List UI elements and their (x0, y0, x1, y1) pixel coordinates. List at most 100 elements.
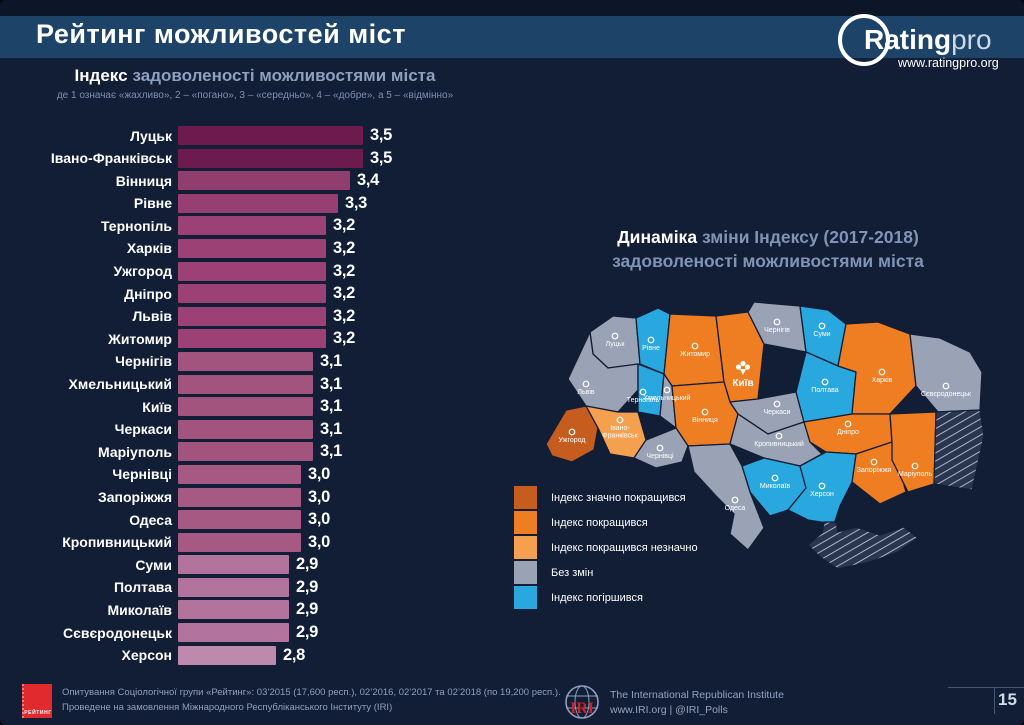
map-city-label: Чернігів (764, 326, 790, 334)
bar-value: 3,3 (345, 193, 368, 212)
kyiv-emblem-icon (735, 360, 751, 375)
bar-label: Херсон (121, 647, 172, 664)
bar (178, 261, 326, 281)
bar (178, 148, 363, 168)
bar-label: Запоріжжя (97, 489, 172, 505)
map-city-label: Полтава (811, 387, 839, 394)
map-city-label: Київ (732, 378, 753, 389)
bar-value: 3,1 (320, 397, 343, 416)
bar (178, 397, 313, 417)
bar-row: Дніпро 3,2 (16, 284, 506, 304)
city-marker-icon (870, 458, 878, 466)
bar-value: 3,2 (333, 306, 356, 325)
bar (178, 442, 313, 462)
map-region (545, 405, 599, 463)
bar-label: Хмельницький (68, 376, 172, 393)
bar (178, 351, 313, 371)
page-number: 15 (998, 690, 1017, 709)
bar-label: Рівне (133, 195, 172, 212)
legend-item: Без змін (514, 561, 698, 584)
city-marker-icon (582, 380, 590, 388)
legend-label: Індекс значно покращився (551, 491, 686, 504)
bar (178, 238, 326, 258)
city-marker-icon (771, 474, 779, 482)
iri-links: www.IRI.org | @IRI_Polls (610, 704, 728, 717)
bar-label: Івано-Франківськ (50, 150, 172, 167)
occupied-territory-hatch (933, 409, 985, 491)
bar-label: Тернопіль (100, 217, 172, 234)
bar-label: Ужгород (113, 263, 172, 280)
map-legend: Індекс значно покращився Індекс покращивс… (514, 486, 698, 611)
bar-value: 3,2 (333, 329, 356, 348)
bar-label: Полтава (113, 579, 172, 596)
legend-swatch (514, 536, 537, 559)
chart-title-rest: задоволеності можливостями міста (132, 66, 436, 85)
chart-title-strong: Індекс (74, 66, 128, 85)
map-city-label: Сєвєродонецьк (921, 391, 972, 398)
bar (178, 464, 301, 484)
bar-label: Харків (126, 240, 172, 257)
bar-value: 3,0 (308, 510, 331, 529)
survey-credits: Опитування Соціологічної групи «Рейтинг»… (62, 686, 561, 715)
bar-row: Миколаїв 2,9 (16, 600, 506, 620)
map-city-label: Харків (872, 376, 893, 384)
bar (178, 577, 289, 597)
bar (178, 374, 313, 394)
bar (178, 419, 313, 439)
ratingpro-wordmark: Ratingpro (864, 24, 992, 56)
bar-row: Черкаси 3,1 (16, 419, 506, 439)
bar-label: Дніпро (124, 285, 172, 302)
bar (178, 510, 301, 530)
legend-swatch (514, 561, 537, 584)
map-city-label: Чернівці (646, 452, 674, 460)
map-city-label: Хмельницький (643, 394, 690, 402)
bar-label: Київ (142, 398, 172, 415)
city-marker-icon (616, 416, 624, 424)
legend-item: Індекс значно покращився (514, 486, 698, 509)
city-marker-icon (821, 378, 829, 386)
city-marker-icon (568, 428, 576, 436)
map-title-line1: Динаміка зміни Індексу (2017-2018) (512, 226, 1024, 250)
bar-value: 3,2 (333, 216, 356, 235)
city-marker-icon (656, 444, 664, 452)
chart-header: Індекс задоволеності можливостями міста д… (10, 66, 500, 101)
city-marker-icon (691, 342, 699, 350)
bar (178, 487, 301, 507)
bar-label: Житомир (108, 330, 172, 347)
bar-row: Кропивницький 3,0 (16, 532, 506, 552)
footer-corner-vline (994, 687, 995, 714)
map-region (687, 443, 765, 551)
ratingpro-ring-icon (838, 14, 890, 66)
bar-value: 3,5 (370, 126, 393, 144)
chart-scale-note: де 1 означає «жахливо», 2 – «погано», 3 … (56, 90, 454, 101)
bar (178, 555, 289, 575)
top-strip (0, 0, 1024, 16)
page-title: Рейтинг можливостей міст (36, 19, 406, 49)
bar-row: Вінниця 3,4 (16, 171, 506, 191)
brand-name-bold: Rating (864, 24, 952, 55)
bar-value: 2,9 (296, 623, 319, 642)
bar-value: 3,4 (357, 171, 380, 190)
bar (178, 216, 326, 236)
bar-value: 3,5 (370, 148, 393, 167)
bar-value: 3,2 (333, 238, 356, 257)
bar-row: Житомир 3,2 (16, 329, 506, 349)
bar-value: 2,9 (296, 577, 319, 596)
map-city-label: Суми (813, 331, 830, 338)
bar-row: Полтава 2,9 (16, 577, 506, 597)
bar-row: Львів 3,2 (16, 306, 506, 326)
map-city-label: Маріуполь (898, 470, 932, 478)
chart-title: Індекс задоволеності можливостями міста (10, 66, 500, 86)
bar (178, 126, 363, 145)
occupied-territory-hatch (807, 521, 920, 570)
footer: РЕЙТИНГ Опитування Соціологічної групи «… (0, 678, 1024, 725)
map-region (663, 313, 725, 387)
bar-label: Суми (135, 556, 172, 573)
city-marker-icon (773, 400, 781, 408)
map-city-label: Івано-Франківськ (602, 425, 638, 440)
city-marker-icon (701, 408, 709, 416)
bar-value: 3,0 (308, 464, 331, 483)
iri-globe-icon: IRI (565, 685, 599, 719)
map-title-strong: Динаміка (617, 227, 698, 247)
